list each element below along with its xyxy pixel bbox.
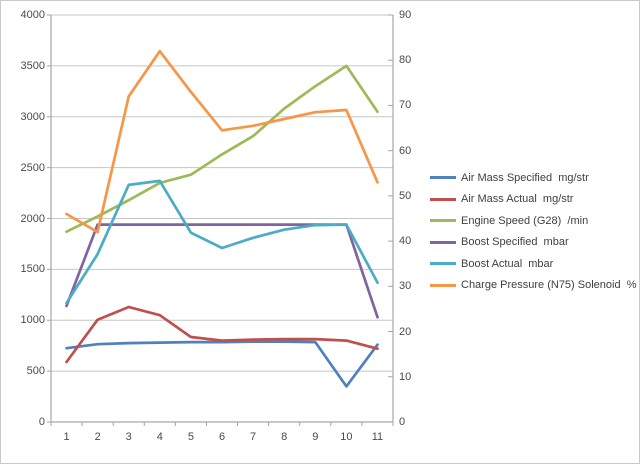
right-axis-tick-label: 20 [399,325,412,338]
legend-label: Air Mass Actual mg/str [461,193,574,206]
left-axis-tick-label: 2500 [20,161,45,174]
legend-line-swatch [430,219,456,223]
left-axis-tick-label: 1000 [20,314,45,327]
category-tick-label: 7 [250,431,257,443]
legend-label: Boost Actual mbar [461,257,554,270]
legend-label: Boost Specified mbar [461,236,569,249]
legend-item-4[interactable]: Boost Actual mbar [430,253,636,275]
category-tick-label: 8 [281,431,288,443]
category-tick-label: 10 [340,431,353,443]
left-axis-tick-label: 3500 [20,59,45,72]
legend-label: Air Mass Specified mg/str [461,171,589,184]
legend-item-0[interactable]: Air Mass Specified mg/str [430,167,636,189]
category-tick-label: 2 [94,431,101,443]
category-tick-label: 6 [218,431,226,443]
right-axis-tick-label: 60 [399,144,412,157]
legend: Air Mass Specified mg/str Air Mass Actual… [430,167,636,296]
series-line-5[interactable] [65,49,379,234]
left-axis-tick-label: 0 [38,416,45,428]
series-line-3[interactable] [65,223,379,319]
right-axis-tick-label: 50 [399,189,412,202]
legend-label: Engine Speed (G28) /min [461,214,589,227]
right-axis-tick-label: 10 [399,370,412,383]
legend-label: Charge Pressure (N75) Solenoid % [461,279,637,292]
right-axis-tick-label: 40 [399,235,412,248]
right-axis-tick-label: 0 [399,416,406,428]
category-tick-label: 5 [187,431,194,443]
category-tick-label: 9 [312,431,319,443]
legend-item-5[interactable]: Charge Pressure (N75) Solenoid % [430,275,636,297]
left-axis-tick-label: 3000 [20,110,45,123]
left-axis-tick-label: 4000 [20,9,45,21]
left-axis-tick-label: 1500 [20,263,45,276]
series-line-0[interactable] [65,340,379,388]
right-axis-tick-label: 30 [399,280,412,293]
category-tick-label: 3 [125,431,132,443]
right-axis-tick-label: 80 [399,54,412,67]
legend-line-swatch [430,262,456,266]
category-tick-label: 4 [156,431,163,443]
legend-line-swatch [430,240,456,244]
legend-line-swatch [430,197,456,201]
series-line-2[interactable] [65,64,379,234]
legend-line-swatch [430,283,456,287]
right-axis-tick-label: 90 [399,9,412,21]
left-axis-tick-label: 2000 [20,212,45,225]
category-tick-label: 1 [63,431,70,443]
legend-line-swatch [430,176,456,180]
legend-item-2[interactable]: Engine Speed (G28) /min [430,210,636,232]
category-tick-label: 11 [371,431,384,443]
legend-item-3[interactable]: Boost Specified mbar [430,232,636,254]
series-line-1[interactable] [65,305,379,364]
legend-item-1[interactable]: Air Mass Actual mg/str [430,189,636,211]
left-axis-tick-label: 500 [26,365,45,378]
series-line-4[interactable] [65,179,379,305]
right-axis-tick-label: 70 [399,99,412,112]
